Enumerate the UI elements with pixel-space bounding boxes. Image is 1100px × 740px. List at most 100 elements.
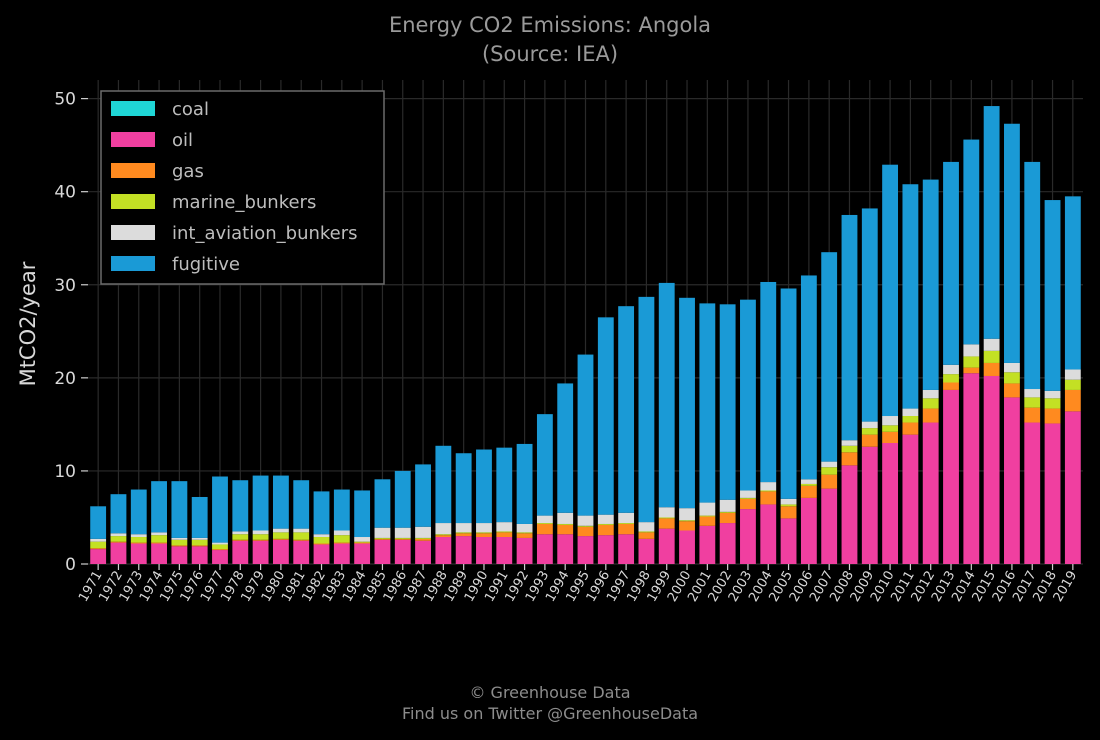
bar-marine-bunkers-2006 [800, 483, 817, 486]
bar-int-aviation-bunkers-1980 [272, 528, 289, 533]
bar-int-aviation-bunkers-1974 [151, 532, 167, 536]
y-axis-label: MtCO2/year [16, 261, 40, 386]
bar-int-aviation-bunkers-2014 [963, 344, 980, 357]
bar-fugitive-2007 [821, 252, 838, 462]
bar-oil-1994 [557, 534, 574, 564]
bar-fugitive-1991 [496, 447, 513, 523]
bar-marine-bunkers-1993 [536, 523, 553, 524]
legend: coal oil gas marine_bunkers int_aviation_bun… [100, 90, 385, 285]
bar-gas-1976 [191, 545, 208, 547]
bar-marine-bunkers-2003 [740, 497, 756, 499]
bar-gas-1985 [374, 538, 391, 540]
y-tick-label: 50 [54, 90, 76, 110]
bar-fugitive-1982 [313, 491, 330, 535]
bar-int-aviation-bunkers-2011 [902, 408, 919, 417]
bar-oil-1981 [293, 540, 310, 564]
bar-gas-2004 [760, 491, 777, 505]
bar-int-aviation-bunkers-1981 [293, 528, 310, 533]
bar-fugitive-1978 [232, 480, 249, 532]
bar-oil-1977 [212, 550, 228, 564]
bar-gas-1972 [110, 541, 127, 543]
bar-oil-2017 [1024, 422, 1041, 564]
bar-fugitive-2005 [780, 288, 797, 499]
bar-fugitive-1979 [252, 475, 269, 531]
bars [90, 106, 1081, 564]
bar-gas-1983 [333, 542, 350, 544]
bar-fugitive-1988 [435, 445, 452, 524]
bar-int-aviation-bunkers-1997 [618, 512, 635, 524]
bar-int-aviation-bunkers-2008 [841, 440, 858, 446]
bar-marine-bunkers-2005 [780, 504, 797, 507]
bar-int-aviation-bunkers-2004 [760, 482, 777, 491]
bar-fugitive-2000 [679, 297, 695, 509]
bar-oil-1999 [658, 528, 675, 564]
bar-fugitive-1977 [212, 476, 228, 543]
bar-int-aviation-bunkers-1999 [658, 507, 675, 518]
bar-oil-2005 [780, 518, 797, 564]
bar-oil-1972 [110, 542, 127, 564]
bar-gas-1990 [476, 533, 492, 538]
legend-swatch-coal [111, 101, 155, 116]
bar-gas-1992 [516, 533, 533, 538]
bar-fugitive-2003 [740, 299, 756, 491]
bar-int-aviation-bunkers-1985 [374, 527, 391, 538]
bar-oil-2009 [861, 446, 878, 564]
bar-gas-1998 [638, 532, 655, 539]
bar-gas-2002 [719, 512, 736, 524]
bar-oil-1975 [171, 546, 188, 564]
bar-int-aviation-bunkers-2002 [719, 499, 736, 512]
bar-int-aviation-bunkers-1973 [130, 534, 147, 538]
legend-swatch-fugitive [111, 256, 155, 271]
bar-oil-2004 [760, 504, 777, 564]
bar-gas-1977 [212, 549, 228, 551]
bar-marine-bunkers-1996 [597, 523, 614, 525]
bar-marine-bunkers-1981 [293, 532, 310, 540]
bar-fugitive-1995 [577, 354, 594, 516]
bar-oil-1973 [130, 543, 147, 564]
bar-gas-2013 [943, 382, 959, 390]
bar-int-aviation-bunkers-2019 [1064, 369, 1081, 380]
y-axis: 0 10 20 30 40 50 [54, 90, 88, 575]
bar-marine-bunkers-2004 [760, 490, 777, 492]
bar-gas-2001 [699, 516, 716, 526]
footer-copyright: © Greenhouse Data [469, 683, 631, 702]
bar-int-aviation-bunkers-1991 [496, 522, 513, 532]
bar-marine-bunkers-2019 [1064, 379, 1081, 390]
legend-label-coal: coal [172, 99, 209, 120]
bar-gas-1975 [171, 545, 188, 547]
bar-oil-1990 [476, 537, 492, 564]
bar-fugitive-2013 [943, 161, 959, 365]
bar-oil-2007 [821, 488, 838, 564]
bar-gas-1979 [252, 539, 269, 541]
bar-oil-2002 [719, 523, 736, 564]
legend-swatch-gas [111, 163, 155, 178]
legend-label-oil: oil [172, 130, 193, 151]
bar-oil-2003 [740, 509, 756, 564]
bar-fugitive-1981 [293, 480, 310, 529]
bar-gas-1995 [577, 526, 594, 537]
bar-int-aviation-bunkers-1972 [110, 533, 127, 537]
bar-gas-2019 [1064, 389, 1081, 412]
bar-marine-bunkers-2001 [699, 515, 716, 517]
bar-oil-2015 [983, 375, 1000, 564]
bar-fugitive-1973 [130, 489, 147, 535]
bar-gas-1982 [313, 543, 330, 545]
bar-fugitive-2004 [760, 281, 777, 483]
bar-fugitive-2017 [1024, 161, 1041, 390]
bar-gas-2017 [1024, 407, 1041, 423]
bar-marine-bunkers-2018 [1044, 398, 1061, 409]
bar-int-aviation-bunkers-1986 [394, 527, 411, 538]
bar-gas-1999 [658, 518, 675, 529]
bar-int-aviation-bunkers-1971 [90, 538, 107, 542]
legend-label-gas: gas [172, 161, 204, 182]
bar-int-aviation-bunkers-1996 [597, 514, 614, 524]
bar-gas-2012 [922, 408, 939, 423]
bar-marine-bunkers-1973 [130, 537, 147, 543]
bar-fugitive-2015 [983, 106, 1000, 339]
bar-marine-bunkers-1990 [476, 532, 492, 534]
bar-fugitive-1975 [171, 481, 188, 538]
bar-marine-bunkers-1983 [333, 535, 350, 543]
bar-int-aviation-bunkers-1995 [577, 515, 594, 526]
bar-int-aviation-bunkers-2009 [861, 421, 878, 429]
